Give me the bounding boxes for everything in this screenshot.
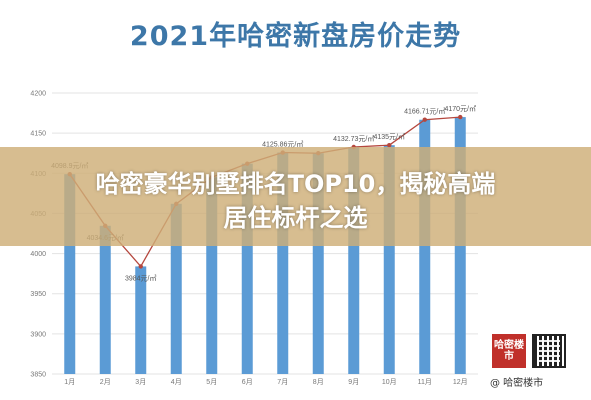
y-tick-label: 3850 [30, 372, 46, 379]
y-tick-label: 4150 [30, 131, 46, 138]
watermark-brand: @ 哈密楼市 [490, 378, 544, 389]
x-tick-label: 6月 [242, 378, 253, 386]
watermark-logo: 哈密楼市 [492, 334, 526, 368]
data-label: 4132.73元/㎡ [333, 135, 374, 143]
x-tick-label: 7月 [277, 378, 288, 386]
bar [135, 266, 147, 374]
bar [312, 153, 324, 374]
bar [170, 203, 182, 374]
x-tick-label: 11月 [418, 378, 432, 386]
x-tick-label: 3月 [135, 378, 146, 386]
x-tick-label: 9月 [348, 378, 359, 386]
bar [206, 177, 218, 374]
bar [64, 174, 76, 374]
bar [419, 119, 431, 374]
y-tick-label: 3950 [30, 291, 46, 298]
headline-banner [0, 147, 591, 246]
qr-code-icon [532, 334, 566, 368]
headline-line-2: 居住标杆之选 [223, 204, 368, 232]
data-label: 4135元/㎡ [373, 133, 405, 141]
x-tick-label: 4月 [171, 378, 182, 386]
bar [241, 163, 253, 374]
x-tick-label: 12月 [453, 378, 468, 386]
headline-line-1: 哈密豪华别墅排名TOP10，揭秘高端 [95, 170, 496, 198]
data-label: 4125.86元/㎡ [262, 141, 303, 149]
y-tick-label: 3900 [30, 331, 46, 338]
headline[interactable]: 哈密豪华别墅排名TOP10，揭秘高端 居住标杆之选 [0, 167, 591, 235]
trend-point [458, 114, 463, 120]
chart-title: 2021年哈密新盘房价走势 [129, 21, 462, 52]
x-tick-label: 5月 [206, 378, 217, 386]
y-tick-label: 4200 [30, 91, 46, 98]
x-tick-label: 8月 [313, 378, 324, 386]
trend-point [422, 117, 427, 122]
x-tick-label: 1月 [64, 378, 75, 386]
trend-point [387, 142, 392, 148]
bar [277, 152, 289, 374]
data-label: 4166.71元/㎡ [404, 108, 445, 116]
data-label: 3984元/㎡ [125, 274, 157, 282]
bar [348, 147, 360, 374]
bar [99, 225, 111, 374]
x-tick-label: 2月 [100, 378, 111, 386]
bar [383, 145, 395, 374]
data-label: 4170元/㎡ [444, 105, 476, 113]
x-tick-label: 10月 [382, 378, 397, 386]
trend-point [138, 264, 143, 269]
y-tick-label: 4000 [30, 251, 46, 258]
